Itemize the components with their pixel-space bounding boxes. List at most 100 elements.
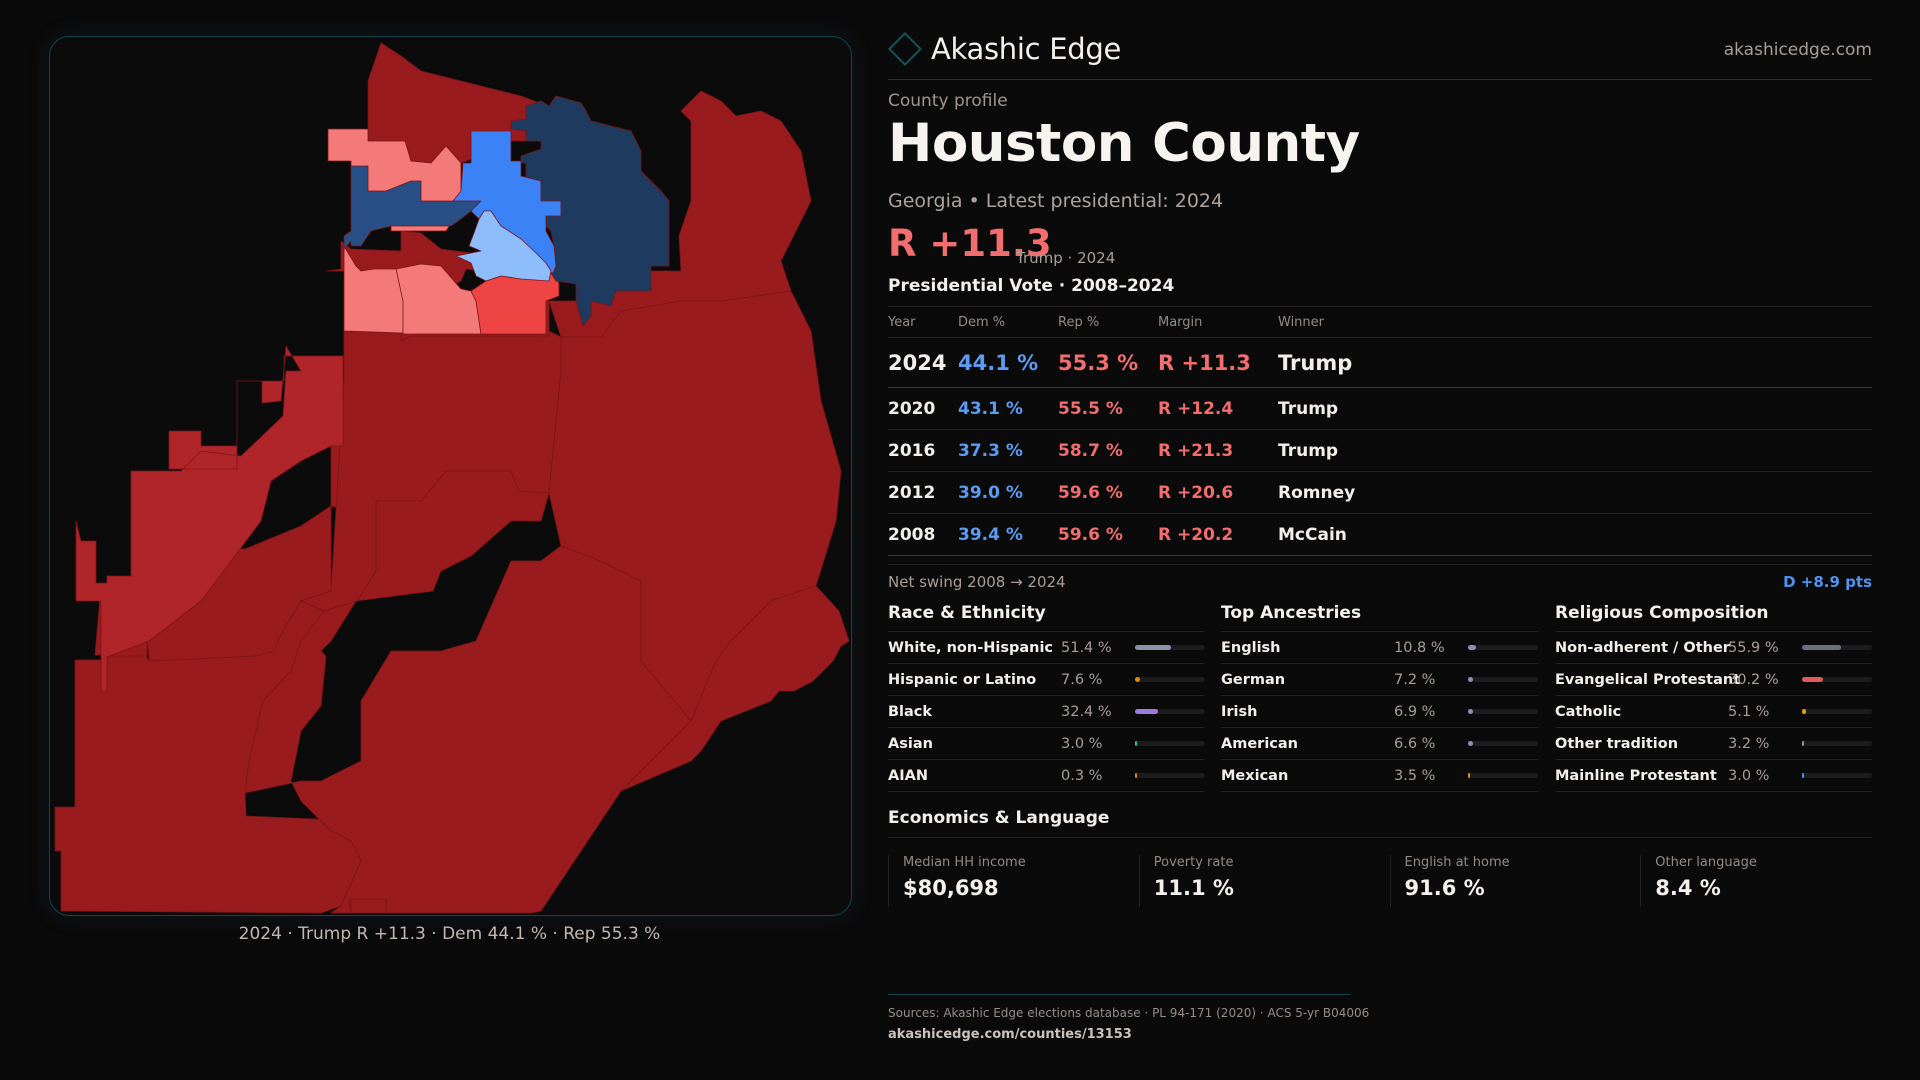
county-url[interactable]: akashicedge.com/counties/13153 (888, 1027, 1132, 1042)
item-label: White, non-Hispanic (888, 639, 1054, 656)
precinct-shape[interactable] (75, 345, 344, 692)
ancestries-section: Top Ancestries English 10.8 % German 7.2… (1221, 603, 1538, 792)
winner-cell: Trump (1278, 387, 1872, 430)
map-caption: 2024 · Trump R +11.3 · Dem 44.1 % · Rep … (238, 924, 661, 944)
item-value: 3.5 % (1394, 767, 1436, 784)
item-value: 10.8 % (1394, 639, 1445, 656)
rep-cell: 55.3 % (1058, 337, 1158, 388)
precinct-shape[interactable] (348, 898, 387, 914)
item-bar-fill (1802, 741, 1805, 746)
item-value: 7.2 % (1394, 671, 1436, 688)
list-item: Non-adherent / Other 55.9 % (1555, 632, 1872, 664)
precinct-map[interactable] (49, 36, 852, 916)
year-cell: 2020 (888, 387, 958, 430)
section-title: Race & Ethnicity (888, 603, 1205, 632)
dem-cell: 39.4 % (958, 513, 1058, 556)
rep-cell: 55.5 % (1058, 387, 1158, 430)
list-item: Mexican 3.5 % (1221, 760, 1538, 792)
item-bar-fill (1135, 741, 1138, 746)
stat-poverty-rate: Poverty rate 11.1 % (1138, 855, 1390, 907)
item-value: 6.6 % (1394, 735, 1436, 752)
item-label: Non-adherent / Other (1555, 639, 1730, 656)
divider (888, 564, 1872, 565)
religion-section: Religious Composition Non-adherent / Oth… (1555, 603, 1872, 792)
stat-label: Poverty rate (1153, 855, 1234, 870)
list-item: Black 32.4 % (888, 696, 1205, 728)
list-item: Other tradition 3.2 % (1555, 728, 1872, 760)
diamond-outline-icon (888, 32, 922, 66)
headline-margin-sub: Trump · 2024 (1016, 249, 1116, 267)
item-value: 51.4 % (1061, 639, 1112, 656)
column-header-margin: Margin (1158, 307, 1278, 338)
list-item: Irish 6.9 % (1221, 696, 1538, 728)
table-row: 2008 39.4 % 59.6 % R +20.2 McCain (888, 513, 1872, 556)
item-bar-fill (1135, 645, 1171, 650)
net-swing-label: Net swing 2008 → 2024 (888, 573, 1066, 591)
item-label: Evangelical Protestant (1555, 671, 1741, 688)
item-label: German (1221, 671, 1286, 688)
item-value: 3.0 % (1728, 767, 1770, 784)
site-link[interactable]: akashicedge.com (1723, 40, 1872, 60)
precinct-shape[interactable] (470, 272, 560, 335)
table-row: 2024 44.1 % 55.3 % R +11.3 Trump (888, 337, 1872, 388)
winner-cell: Romney (1278, 471, 1872, 514)
year-cell: 2012 (888, 471, 958, 514)
item-value: 6.9 % (1394, 703, 1436, 720)
winner-cell: Trump (1278, 429, 1872, 472)
rep-cell: 59.6 % (1058, 513, 1158, 556)
item-bar (1135, 677, 1205, 682)
stat-value: 91.6 % (1404, 876, 1485, 900)
rep-cell: 58.7 % (1058, 429, 1158, 472)
sources-text: Sources: Akashic Edge elections database… (888, 1006, 1370, 1020)
item-label: English (1221, 639, 1281, 656)
year-cell: 2008 (888, 513, 958, 556)
list-item: German 7.2 % (1221, 664, 1538, 696)
stat-value: 8.4 % (1655, 876, 1721, 900)
item-label: Black (888, 703, 933, 720)
item-bar-fill (1135, 709, 1158, 714)
margin-cell: R +12.4 (1158, 387, 1278, 430)
item-bar (1802, 645, 1872, 650)
stat-value: 11.1 % (1153, 876, 1234, 900)
precinct-shape[interactable] (620, 585, 850, 792)
precinct-shape[interactable] (343, 165, 482, 250)
brand[interactable]: Akashic Edge (888, 32, 1121, 66)
sources-divider (888, 994, 1351, 995)
dem-cell: 39.0 % (958, 471, 1058, 514)
item-bar-fill (1802, 773, 1805, 778)
list-item: Mainline Protestant 3.0 % (1555, 760, 1872, 792)
section-title: Top Ancestries (1221, 603, 1538, 632)
item-label: Mexican (1221, 767, 1289, 784)
item-bar (1135, 773, 1205, 778)
net-swing-value: D +8.9 pts (1783, 573, 1872, 591)
margin-cell: R +20.2 (1158, 513, 1278, 556)
winner-cell: McCain (1278, 513, 1872, 556)
stat-value: $80,698 (903, 876, 999, 900)
item-value: 0.3 % (1061, 767, 1103, 784)
rep-cell: 59.6 % (1058, 471, 1158, 514)
list-item: Evangelical Protestant 30.2 % (1555, 664, 1872, 696)
column-header-rep: Rep % (1058, 307, 1158, 338)
item-value: 3.2 % (1728, 735, 1770, 752)
year-cell: 2016 (888, 429, 958, 472)
item-bar-fill (1135, 773, 1137, 778)
item-bar (1468, 709, 1538, 714)
item-label: American (1221, 735, 1298, 752)
table-row: 2016 37.3 % 58.7 % R +21.3 Trump (888, 429, 1872, 472)
list-item: White, non-Hispanic 51.4 % (888, 632, 1205, 664)
economics-stats: Median HH income $80,698 Poverty rate 11… (888, 855, 1891, 907)
item-value: 55.9 % (1728, 639, 1779, 656)
column-header-dem: Dem % (958, 307, 1058, 338)
table-row: 2020 43.1 % 55.5 % R +12.4 Trump (888, 387, 1872, 430)
item-value: 7.6 % (1061, 671, 1103, 688)
dem-cell: 44.1 % (958, 337, 1058, 388)
item-bar (1468, 645, 1538, 650)
list-item: Hispanic or Latino 7.6 % (888, 664, 1205, 696)
item-bar (1802, 741, 1872, 746)
precinct-shape[interactable] (395, 263, 482, 335)
precinct-map-svg (54, 42, 850, 914)
eyebrow: County profile (888, 91, 1008, 111)
precinct-shape[interactable] (455, 210, 552, 282)
item-label: AIAN (888, 767, 928, 784)
list-item: AIAN 0.3 % (888, 760, 1205, 792)
